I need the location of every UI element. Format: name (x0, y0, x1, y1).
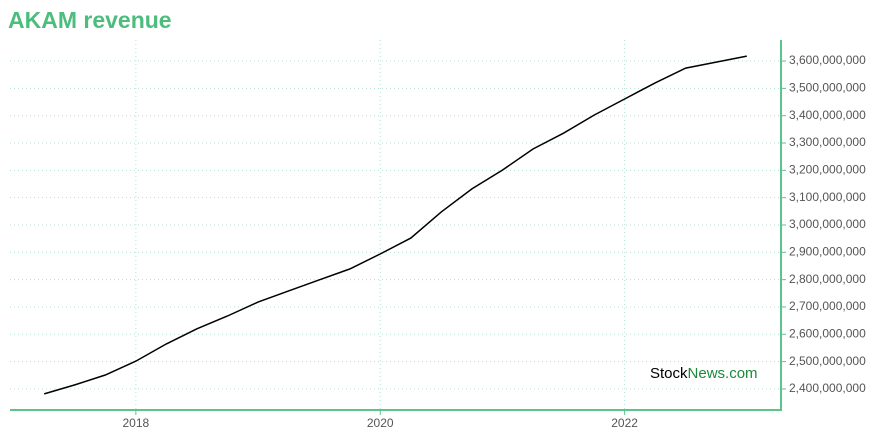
y-tick-label: 2,500,000,000 (789, 354, 866, 368)
y-tick-label: 3,400,000,000 (789, 108, 866, 122)
watermark: StockNews.com (650, 365, 758, 382)
x-tick-label: 2018 (123, 416, 150, 430)
watermark-part: News (688, 365, 726, 382)
y-tick-label: 3,500,000,000 (789, 81, 866, 95)
y-tick-label: 2,400,000,000 (789, 381, 866, 395)
y-tick-label: 3,000,000,000 (789, 217, 866, 231)
y-tick-label: 3,300,000,000 (789, 135, 866, 149)
watermark-part: .com (725, 365, 758, 382)
line-series (43, 55, 747, 395)
y-tick-label: 3,100,000,000 (789, 190, 866, 204)
y-tick-label: 3,600,000,000 (789, 53, 866, 67)
chart-title: AKAM revenue (8, 7, 172, 33)
watermark-part: Stock (650, 365, 688, 382)
y-tick-label: 2,600,000,000 (789, 326, 866, 340)
x-tick-label: 2020 (367, 416, 394, 430)
y-tick-label: 2,700,000,000 (789, 299, 866, 313)
y-tick-label: 3,200,000,000 (789, 163, 866, 177)
y-tick-label: 2,800,000,000 (789, 272, 866, 286)
y-tick-label: 2,900,000,000 (789, 244, 866, 258)
x-tick-label: 2022 (611, 416, 638, 430)
